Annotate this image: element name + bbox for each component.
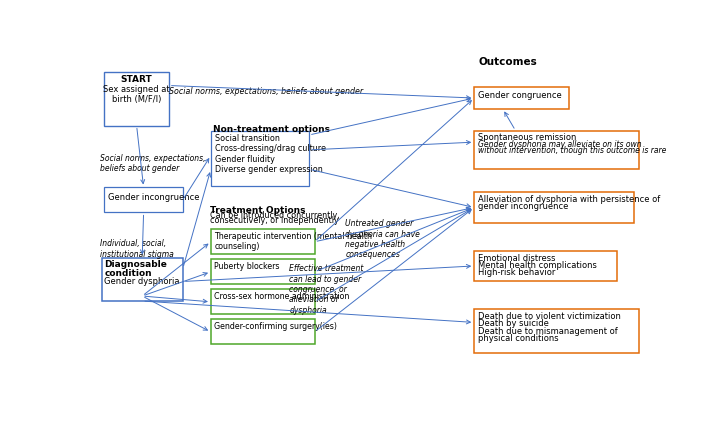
Text: Social norms, expectations, beliefs about gender: Social norms, expectations, beliefs abou… — [169, 87, 363, 96]
FancyBboxPatch shape — [211, 319, 315, 345]
Text: High-risk behavior: High-risk behavior — [478, 268, 555, 277]
Text: Gender dysphoria: Gender dysphoria — [104, 277, 180, 286]
FancyBboxPatch shape — [211, 289, 315, 314]
Text: Emotional distress: Emotional distress — [478, 253, 555, 263]
Text: condition: condition — [104, 269, 152, 278]
Text: Social transition
Cross-dressing/drag culture
Gender fluidity
Diverse gender exp: Social transition Cross-dressing/drag cu… — [215, 134, 326, 174]
Text: Mental health complications: Mental health complications — [478, 261, 596, 270]
Text: Death due to violent victimization: Death due to violent victimization — [478, 312, 620, 321]
Text: Effective treatment
can lead to gender
congruence, or
alleviation of
dysphoria: Effective treatment can lead to gender c… — [289, 264, 364, 315]
Text: START: START — [121, 75, 153, 84]
Text: physical conditions: physical conditions — [478, 334, 558, 343]
FancyBboxPatch shape — [211, 229, 315, 254]
Text: Sex assigned at
birth (M/F/I): Sex assigned at birth (M/F/I) — [103, 85, 170, 104]
Text: Gender incongruence: Gender incongruence — [108, 193, 200, 202]
Text: Social norms, expectations,
beliefs about gender: Social norms, expectations, beliefs abou… — [100, 154, 205, 174]
Text: Spontaneous remission: Spontaneous remission — [478, 133, 576, 142]
Text: Gender-confirming surgery(ies): Gender-confirming surgery(ies) — [214, 322, 337, 331]
Text: gender incongruence: gender incongruence — [478, 202, 568, 211]
Text: Diagnosable: Diagnosable — [104, 260, 167, 269]
FancyBboxPatch shape — [211, 131, 309, 186]
Text: Alleviation of dysphoria with persistence of: Alleviation of dysphoria with persistenc… — [478, 195, 660, 204]
Text: Death due to mismanagement of: Death due to mismanagement of — [478, 327, 617, 336]
Text: Gender congruence: Gender congruence — [478, 91, 561, 100]
FancyBboxPatch shape — [211, 259, 315, 284]
FancyBboxPatch shape — [474, 192, 634, 223]
Text: Untreated gender
dysphoria can have
negative health
consequences: Untreated gender dysphoria can have nega… — [346, 219, 420, 260]
FancyBboxPatch shape — [104, 187, 183, 213]
Text: Death by suicide: Death by suicide — [478, 319, 549, 329]
Text: Gender dysphoria may alleviate on its own: Gender dysphoria may alleviate on its ow… — [478, 140, 641, 149]
FancyBboxPatch shape — [474, 251, 617, 281]
Text: Therapeutic intervention (mental health
counseling): Therapeutic intervention (mental health … — [214, 232, 372, 251]
FancyBboxPatch shape — [101, 258, 183, 301]
Text: Individual, social,
institutional stigma: Individual, social, institutional stigma — [100, 239, 174, 259]
Text: Can be introduced concurrently,: Can be introduced concurrently, — [210, 211, 339, 220]
Text: without intervention, though this outcome is rare: without intervention, though this outcom… — [478, 146, 666, 155]
Text: Puberty blockers: Puberty blockers — [214, 262, 280, 271]
FancyBboxPatch shape — [104, 72, 169, 125]
Text: consecutively, or independently: consecutively, or independently — [210, 217, 338, 226]
FancyBboxPatch shape — [474, 131, 640, 169]
Text: Non-treatment options: Non-treatment options — [213, 125, 330, 134]
FancyBboxPatch shape — [474, 309, 640, 353]
Text: Outcomes: Outcomes — [479, 57, 537, 67]
FancyBboxPatch shape — [474, 87, 570, 109]
Text: Treatment Options: Treatment Options — [210, 207, 305, 215]
Text: Cross-sex hormone administration: Cross-sex hormone administration — [214, 292, 350, 301]
